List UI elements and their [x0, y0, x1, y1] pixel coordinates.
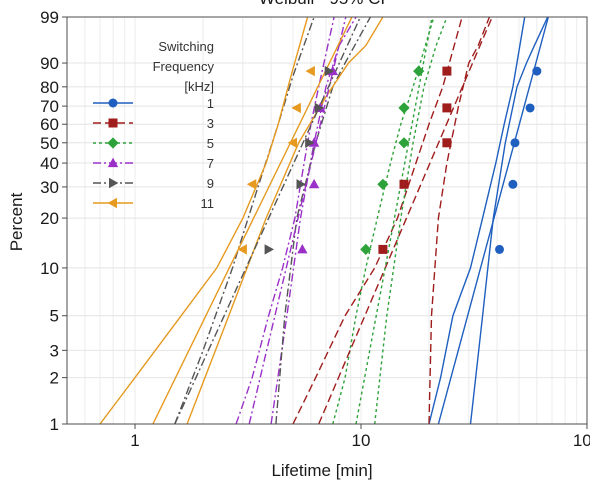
y-tick-label: 5 — [50, 307, 59, 326]
y-tick-label: 20 — [40, 209, 59, 228]
data-point-7khz — [297, 244, 308, 254]
legend-label-5khz: 5 — [207, 136, 214, 151]
data-point-3khz — [378, 244, 388, 254]
legend-title-line: Switching — [158, 39, 214, 54]
ci-upper-line-1khz — [469, 17, 549, 424]
ci-lower-line-3khz — [292, 17, 463, 424]
legend-marker-9khz — [109, 177, 119, 189]
legend-label-11khz: 11 — [201, 196, 215, 211]
data-point-11khz — [287, 137, 297, 148]
data-point-3khz — [442, 138, 452, 148]
y-tick-label: 60 — [40, 115, 59, 134]
legend-marker-11khz — [107, 197, 117, 209]
data-point-1khz — [508, 179, 518, 189]
data-point-9khz — [305, 137, 315, 148]
plot-area — [66, 16, 588, 425]
chart-title: Weibull - 95% CI — [259, 0, 385, 8]
gridlines — [66, 16, 588, 425]
data-point-3khz — [442, 66, 452, 76]
legend-title-line: Frequency — [153, 59, 215, 74]
data-point-5khz — [377, 178, 389, 190]
y-tick-label: 1 — [50, 415, 59, 434]
legend: Switching Frequency [kHz] 1 3 5 7 9 11 — [93, 39, 214, 211]
y-tick-label: 90 — [40, 54, 59, 73]
legend-label-7khz: 7 — [207, 156, 214, 171]
y-tick-label: 2 — [50, 369, 59, 388]
y-tick-label: 3 — [50, 341, 59, 360]
fit-line-11khz — [152, 17, 353, 424]
y-axis-label: Percent — [7, 192, 26, 251]
data-point-9khz — [324, 65, 335, 77]
data-point-1khz — [494, 244, 504, 254]
legend-marker-1khz — [108, 98, 118, 108]
data-point-11khz — [246, 179, 257, 190]
ci-upper-line-11khz — [186, 17, 384, 424]
legend-entries: 1 3 5 7 9 11 — [93, 96, 214, 211]
data-point-1khz — [525, 103, 535, 113]
x-axis-ticks: 1 10 100 — [130, 424, 590, 450]
ci-upper-line-5khz — [374, 17, 448, 424]
y-tick-label: 70 — [40, 97, 59, 116]
fit-line-1khz — [437, 17, 549, 424]
data-point-1khz — [510, 138, 520, 148]
data-point-11khz — [237, 244, 247, 255]
legend-marker-5khz — [107, 137, 119, 149]
data-point-5khz — [398, 102, 410, 114]
data-point-5khz — [413, 65, 425, 77]
ci-lower-line-9khz — [174, 17, 315, 424]
data-point-9khz — [314, 102, 325, 114]
data-point-3khz — [442, 103, 452, 113]
legend-label-3khz: 3 — [207, 116, 214, 131]
x-tick-label: 100 — [573, 431, 590, 450]
data-point-7khz — [308, 178, 320, 189]
legend-marker-7khz — [107, 157, 119, 168]
data-point-11khz — [291, 102, 301, 114]
y-tick-label: 99 — [40, 8, 59, 27]
y-tick-label: 30 — [40, 178, 59, 197]
legend-title-line: [kHz] — [184, 79, 214, 94]
x-tick-label: 10 — [352, 431, 371, 450]
fit-line-3khz — [318, 17, 493, 424]
data-point-5khz — [398, 137, 410, 149]
ci-lower-line-7khz — [235, 17, 335, 424]
y-tick-label: 50 — [40, 134, 59, 153]
y-tick-label: 10 — [40, 259, 59, 278]
ci-lower-line-1khz — [428, 17, 526, 424]
data-point-9khz — [296, 179, 306, 190]
plot-border — [66, 16, 588, 425]
data-point-11khz — [305, 65, 315, 77]
data-points — [237, 65, 542, 255]
fit-lines — [152, 17, 549, 424]
x-tick-label: 1 — [130, 431, 139, 450]
data-point-5khz — [360, 243, 372, 255]
data-point-1khz — [532, 66, 542, 76]
fit-line-9khz — [174, 17, 361, 424]
data-point-3khz — [399, 179, 409, 189]
y-tick-label: 40 — [40, 154, 59, 173]
ci-upper-line-3khz — [428, 17, 491, 424]
ci-lower-line-5khz — [332, 17, 435, 424]
data-point-9khz — [264, 244, 274, 255]
ci-lower-line-11khz — [99, 17, 309, 424]
legend-label-1khz: 1 — [207, 96, 214, 111]
x-axis-label: Lifetime [min] — [271, 461, 372, 480]
legend-marker-3khz — [108, 118, 118, 128]
legend-label-9khz: 9 — [207, 176, 214, 191]
y-tick-label: 80 — [40, 78, 59, 97]
